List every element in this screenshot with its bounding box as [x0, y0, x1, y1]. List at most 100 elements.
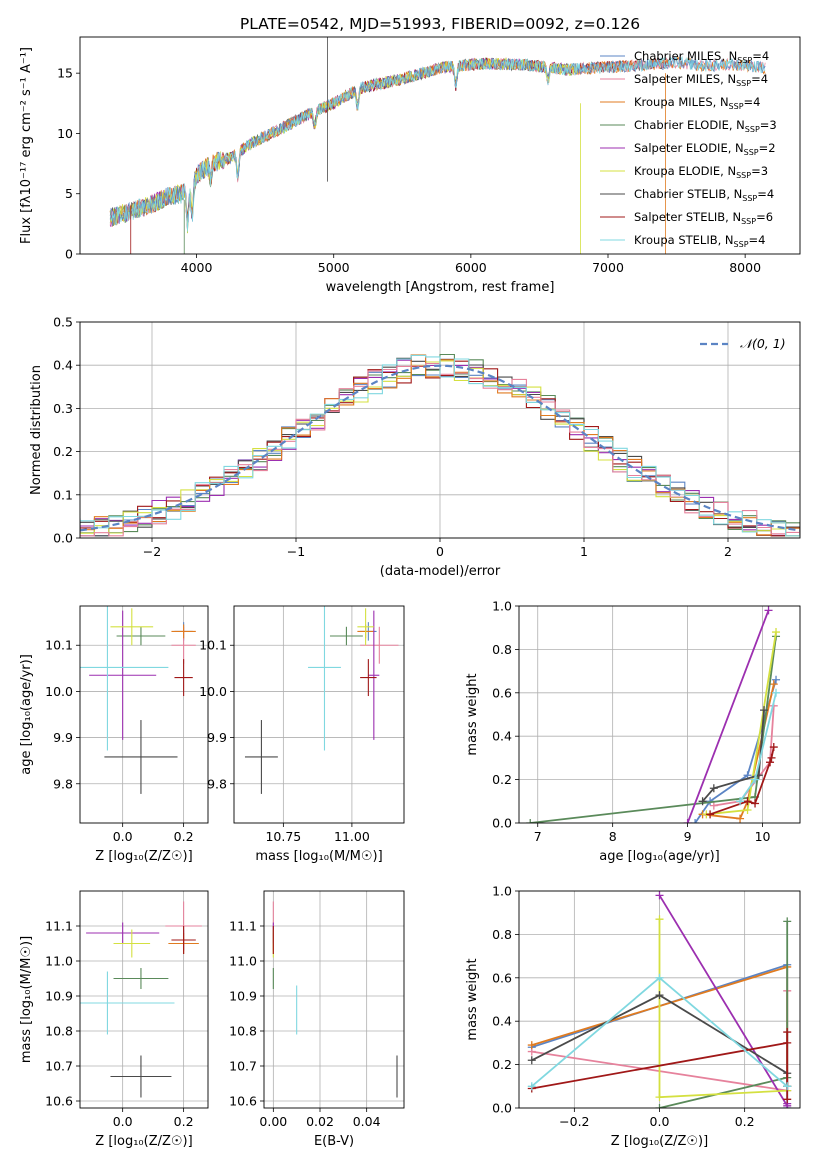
x-tick-label: 0.0: [650, 1114, 670, 1129]
weight-marker: [709, 784, 718, 793]
y-tick-label: 10.7: [45, 1059, 73, 1074]
y-tick-label: 0.0: [492, 1101, 512, 1116]
y-tick-label: 10.9: [45, 989, 73, 1004]
x-tick-label: 7: [534, 829, 542, 844]
x-tick-label: 9: [684, 829, 692, 844]
x-axis-label: Z [log₁₀(Z/Z☉)]: [95, 849, 192, 864]
data-point-kroupa-elodie: [110, 608, 154, 646]
y-tick-label: 0.8: [492, 927, 512, 942]
data-point-salpeter-elodie: [368, 610, 380, 740]
data-point-salpeter-stelib: [174, 659, 193, 697]
panel-mass_vs_Z: 0.0 0.2 10.6 10.7 10.8 10.9 11.0 11.1 Z [log₁₀(Z…: [19, 890, 209, 1149]
y-tick-label: 0.1: [53, 487, 73, 502]
weight-marker: [772, 675, 781, 684]
weight-marker: [772, 628, 781, 637]
x-axis-label: Z [log₁₀(Z/Z☉)]: [95, 1134, 192, 1149]
x-tick-label: 0.0: [113, 829, 133, 844]
axes-frame: [233, 605, 405, 824]
axes-frame: [79, 321, 801, 539]
data-point-salpeter-stelib: [171, 926, 196, 954]
y-tick-label: 0.8: [492, 642, 512, 657]
x-tick-label: −1: [287, 544, 305, 559]
y-tick-label: 9.8: [53, 776, 73, 791]
y-tick-label: 10.7: [229, 1059, 257, 1074]
weight-marker: [764, 606, 773, 615]
legend-label: Salpeter MILES, NSSP=4: [634, 72, 768, 88]
y-tick-label: 5: [65, 186, 73, 201]
weight-marker: [526, 819, 535, 823]
weight-marker: [760, 706, 769, 715]
x-tick-label: 0.00: [259, 1114, 287, 1129]
x-tick-label: 6000: [455, 260, 487, 275]
y-axis-label: mass weight: [465, 673, 480, 755]
data-point-kroupa-elodie: [357, 608, 374, 646]
data-point-salpeter-elodie: [89, 610, 157, 740]
y-tick-label: 10.9: [229, 989, 257, 1004]
weight-marker: [527, 1082, 536, 1091]
data-point-salpeter-miles: [360, 626, 399, 664]
weight-marker: [655, 915, 664, 924]
weight-marker: [706, 810, 715, 819]
x-tick-label: 7000: [592, 260, 624, 275]
y-tick-label: 15: [57, 66, 73, 81]
weight-line-6: [701, 710, 765, 802]
weight-marker: [527, 1041, 536, 1050]
data-point-kroupa-stelib: [80, 971, 175, 1035]
figure-title: PLATE=0542, MJD=51993, FIBERID=0092, z=0…: [240, 15, 640, 33]
y-tick-label: 11.1: [45, 919, 73, 934]
x-tick-label: 0.0: [113, 1114, 133, 1129]
y-tick-label: 0.4: [53, 358, 73, 373]
y-tick-label: 10.1: [45, 638, 73, 653]
y-tick-label: 0.3: [53, 401, 73, 416]
y-tick-label: 0.4: [492, 1014, 512, 1029]
weight-marker: [751, 799, 760, 808]
legend-label: Chabrier ELODIE, NSSP=3: [634, 118, 777, 134]
y-tick-label: 0.6: [492, 970, 512, 985]
y-tick-label: 11.1: [229, 919, 257, 934]
axes-frame: [518, 605, 801, 824]
weight-marker: [683, 819, 692, 823]
legend-label: Salpeter STELIB, NSSP=6: [634, 210, 773, 226]
y-axis-label: mass weight: [465, 958, 480, 1040]
y-tick-label: 0.0: [53, 531, 73, 546]
y-tick-label: 0: [65, 247, 73, 262]
weight-marker: [743, 805, 752, 814]
y-tick-label: 10.0: [199, 684, 227, 699]
weight-marker: [655, 1093, 664, 1102]
data-point-kroupa-stelib: [80, 606, 169, 751]
weight-marker: [769, 743, 778, 752]
weight-line-7: [531, 1032, 789, 1100]
x-axis-label: wavelength [Angstrom, rest frame]: [326, 280, 555, 295]
y-axis-label: mass [log₁₀(M/M☉)]: [19, 936, 34, 1063]
x-tick-label: 0.2: [735, 1114, 755, 1129]
weight-marker: [698, 797, 707, 806]
weight-line-4: [686, 609, 770, 823]
x-tick-label: 5000: [318, 260, 350, 275]
axes-frame: [518, 890, 801, 1109]
x-tick-label: 10.75: [265, 829, 301, 844]
y-tick-label: 9.9: [207, 730, 227, 745]
panel-residuals: −2 −1 0 1 2 0.0 0.1 0.2 0.3 0.4 0.5 (data-model)/er…: [29, 315, 801, 579]
panel-spectrum: 4000 5000 6000 7000 8000 0 5 10 15 wavelength [An…: [19, 36, 801, 295]
legend-label: 𝒩(0, 1): [740, 336, 786, 351]
x-tick-label: 8000: [729, 260, 761, 275]
y-tick-label: 0.2: [492, 1057, 512, 1072]
data-point-chabrier-elodie: [113, 968, 169, 989]
panel-weight_vs_age: 7 8 9 10 0.0 0.2 0.4 0.6 0.8 1.0 age [log₁₀(age/yr…: [465, 599, 801, 864]
axes-frame: [263, 890, 405, 1109]
y-tick-label: 1.0: [492, 884, 512, 899]
axes-frame: [79, 890, 209, 1109]
y-tick-label: 10: [57, 126, 73, 141]
y-tick-label: 0.2: [492, 772, 512, 787]
weight-marker: [709, 801, 718, 810]
normal-reference-curve: [80, 364, 800, 532]
y-tick-label: 9.8: [207, 776, 227, 791]
panel-age_vs_mass: 10.75 11.00 9.8 9.9 10.0 10.1 mass [log₁₀(M/M☉…: [199, 605, 405, 864]
x-tick-label: 2: [724, 544, 732, 559]
x-axis-label: E(B-V): [314, 1134, 354, 1149]
weight-marker: [769, 680, 778, 689]
x-tick-label: 0.02: [306, 1114, 334, 1129]
weight-marker: [783, 1028, 792, 1037]
spectrum-legend: Chabrier MILES, NSSP=4 Salpeter MILES, NS…: [600, 49, 777, 249]
